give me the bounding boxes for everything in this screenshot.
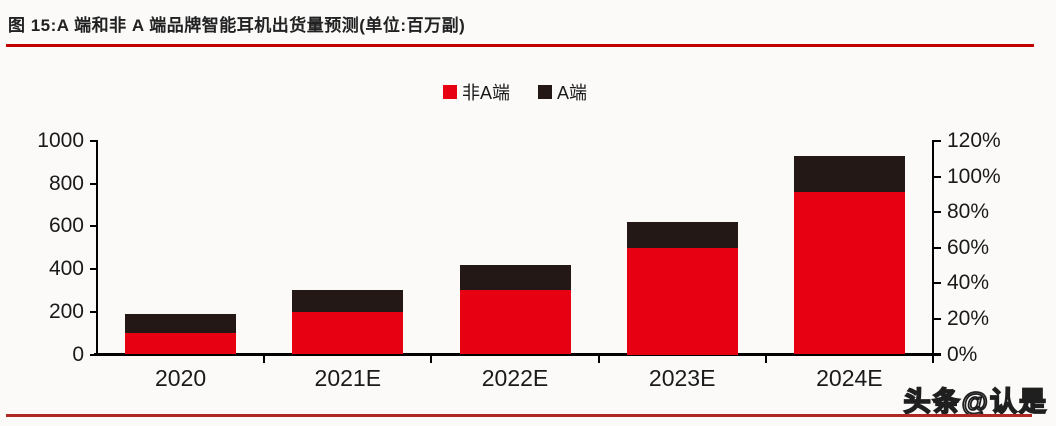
y-axis-tick	[90, 310, 97, 313]
right-axis-tick	[934, 175, 941, 178]
right-axis-label: 20%	[947, 306, 990, 330]
legend-label: 非A端	[461, 83, 510, 103]
figure-title: 图 15:A 端和非 A 端品牌智能耳机出货量预测(单位:百万副)	[8, 16, 466, 35]
watermark: 头条@认是	[903, 386, 1048, 418]
y-axis-label: 400	[48, 257, 84, 281]
bar-segment	[626, 247, 738, 355]
legend-swatch	[538, 85, 552, 99]
legend-item: 非A端	[442, 79, 510, 105]
y-axis-tick	[90, 182, 97, 185]
legend-swatch	[442, 85, 457, 99]
left-y-axis-line	[96, 140, 98, 356]
bar-segment	[793, 192, 905, 355]
y-axis-tick	[90, 353, 97, 356]
right-axis-tick	[934, 282, 941, 285]
y-axis-label: 1000	[37, 129, 84, 152]
x-axis-tick	[764, 355, 767, 363]
bar-segment	[459, 290, 571, 355]
x-axis-label: 2021E	[314, 364, 382, 391]
chart-legend: 非A端 A端	[0, 79, 1030, 105]
bar-segment	[626, 222, 738, 248]
title-underline-rule	[6, 44, 1034, 47]
x-axis-label: 2022E	[481, 364, 549, 391]
y-axis-tick	[90, 140, 97, 142]
legend-label: A端	[557, 83, 588, 103]
right-axis-label: 120%	[947, 129, 1001, 152]
legend-item: A端	[538, 79, 587, 105]
right-axis-label: 0%	[947, 342, 978, 366]
bar-segment	[125, 333, 237, 355]
x-axis-tick	[263, 355, 266, 363]
y-axis-label: 800	[48, 171, 84, 195]
bar-segment	[292, 311, 404, 355]
right-axis-tick	[934, 140, 941, 142]
right-axis-label: 80%	[947, 200, 990, 224]
x-axis-label: 2023E	[648, 364, 716, 391]
bar-segment	[292, 290, 404, 312]
right-axis-label: 40%	[947, 271, 990, 295]
x-axis-line	[94, 353, 941, 356]
right-axis-label: 100%	[947, 164, 1001, 188]
bar-segment	[125, 313, 237, 334]
right-axis-label: 60%	[947, 235, 990, 259]
right-axis-tick	[934, 246, 941, 249]
right-axis-tick	[934, 353, 941, 356]
bar-segment	[793, 155, 905, 193]
right-axis-tick	[934, 317, 941, 320]
x-axis-tick	[932, 355, 934, 363]
y-axis-tick	[90, 225, 97, 228]
right-axis-tick	[934, 211, 941, 214]
y-axis-label: 600	[48, 214, 84, 238]
y-axis-tick	[90, 268, 97, 271]
x-axis-label: 2024E	[816, 364, 883, 391]
y-axis-label: 200	[48, 299, 84, 323]
x-axis-tick	[597, 355, 600, 363]
bar-segment	[459, 264, 571, 291]
footer-rule	[6, 414, 1032, 417]
right-y-axis-line	[932, 140, 934, 356]
y-axis-label: 0	[72, 342, 84, 366]
x-axis-label: 2020	[155, 364, 207, 391]
x-axis-tick	[430, 355, 433, 363]
